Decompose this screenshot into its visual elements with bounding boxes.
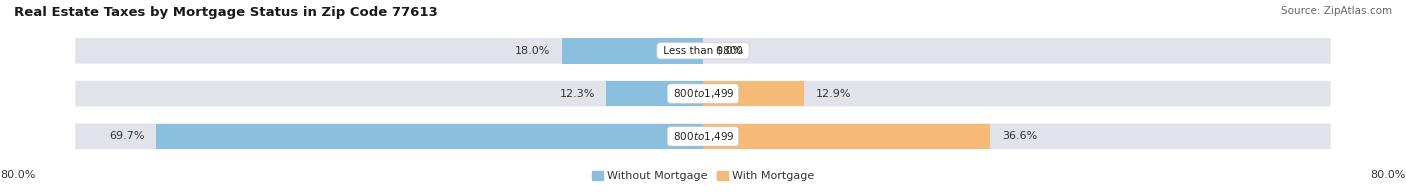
Text: 80.0%: 80.0% [1371,170,1406,181]
Text: 69.7%: 69.7% [108,131,145,141]
Bar [703,124,990,149]
Bar [562,38,703,64]
Text: 0.0%: 0.0% [714,46,742,56]
FancyBboxPatch shape [76,124,1330,149]
Text: 12.9%: 12.9% [815,89,852,99]
Text: 18.0%: 18.0% [515,46,550,56]
Text: 12.3%: 12.3% [560,89,595,99]
FancyBboxPatch shape [76,38,1330,64]
Text: 80.0%: 80.0% [0,170,35,181]
Bar [703,81,804,106]
Text: $800 to $1,499: $800 to $1,499 [671,130,735,143]
Text: Less than $800: Less than $800 [659,46,747,56]
Text: Real Estate Taxes by Mortgage Status in Zip Code 77613: Real Estate Taxes by Mortgage Status in … [14,6,437,19]
Text: 36.6%: 36.6% [1002,131,1038,141]
Bar [156,124,703,149]
Bar [606,81,703,106]
FancyBboxPatch shape [76,81,1330,106]
Legend: Without Mortgage, With Mortgage: Without Mortgage, With Mortgage [588,166,818,186]
Text: Source: ZipAtlas.com: Source: ZipAtlas.com [1281,6,1392,16]
Text: $800 to $1,499: $800 to $1,499 [671,87,735,100]
